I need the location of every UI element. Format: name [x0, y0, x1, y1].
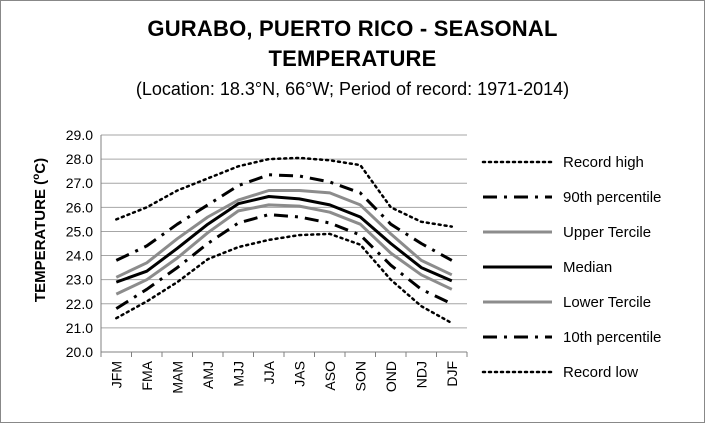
- y-axis-label-end: C): [32, 158, 49, 174]
- series-line-upper-tercile: [115, 189, 453, 279]
- y-axis-label-superscript: o: [31, 174, 42, 180]
- y-axis-label-main: TEMPERATURE (: [32, 180, 49, 302]
- legend-label: Lower Tercile: [563, 294, 651, 311]
- x-tick-label: OND: [383, 361, 399, 392]
- legend-label: 90th percentile: [563, 189, 661, 206]
- series-line-90th-percentile: [115, 173, 453, 262]
- x-tick-label: DJF: [444, 361, 460, 387]
- series-line-record-high: [115, 156, 454, 228]
- y-tick-label: 29.0: [66, 127, 93, 143]
- legend-label: 10th percentile: [563, 329, 661, 346]
- x-tick-label: MJJ: [230, 361, 246, 387]
- legend-label: Record high: [563, 154, 644, 171]
- y-tick-label: 20.0: [66, 344, 93, 360]
- y-tick-label: 23.0: [66, 272, 93, 288]
- y-tick-label: 25.0: [66, 223, 93, 239]
- series-line-median: [115, 195, 453, 284]
- x-tick-label: SON: [352, 361, 368, 391]
- x-tick-label: ASO: [322, 361, 338, 391]
- y-tick-label: 21.0: [66, 320, 93, 336]
- chart-subtitle: (Location: 18.3°N, 66°W; Period of recor…: [135, 79, 570, 99]
- chart-title-block: GURABO, PUERTO RICO - SEASONAL TEMPERATU…: [0, 14, 705, 102]
- y-axis-label: TEMPERATURE (oC): [31, 158, 49, 302]
- x-tick-label: JJA: [261, 360, 277, 384]
- y-tick-label: 26.0: [66, 199, 93, 215]
- x-tick-label: NDJ: [413, 361, 429, 388]
- gridlines: [101, 134, 467, 329]
- chart-title-line-2: TEMPERATURE: [268, 46, 437, 71]
- series-line-record-low: [115, 232, 454, 325]
- legend-label: Upper Tercile: [563, 224, 651, 241]
- x-tick-label: MAM: [169, 361, 185, 394]
- series-line-10th-percentile: [115, 213, 453, 310]
- y-tick-label: 24.0: [66, 248, 93, 264]
- y-tick-label: 22.0: [66, 296, 93, 312]
- y-tick-label: 27.0: [66, 175, 93, 191]
- y-tick-label: 28.0: [66, 151, 93, 167]
- x-tick-label: JAS: [291, 361, 307, 387]
- legend-label: Median: [563, 259, 612, 276]
- series-line-lower-tercile: [115, 203, 453, 296]
- axes: 20.0 21.0 22.0 23.0 24.0 25.0 26.0 27.0 28.0 29.0…: [66, 127, 468, 394]
- x-tick-label: FMA: [139, 360, 155, 390]
- series-lines: [115, 156, 454, 325]
- legend: Record high 90th percentile Upper Tercile M…: [481, 154, 661, 381]
- x-tick-label: JFM: [108, 361, 124, 388]
- legend-label: Record low: [563, 364, 638, 381]
- x-tick-label: AMJ: [200, 361, 216, 389]
- chart-title-line-1: GURABO, PUERTO RICO - SEASONAL: [147, 16, 558, 41]
